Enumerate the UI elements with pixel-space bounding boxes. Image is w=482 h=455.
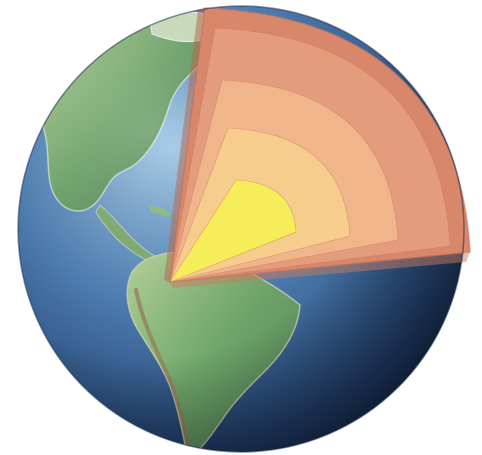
cutaway-wedge [164, 7, 471, 288]
cut-edge-vertical [164, 8, 205, 282]
layer-inner-core [169, 179, 297, 283]
cut-edge-horizontal [170, 252, 470, 288]
globe-outline [17, 5, 465, 453]
